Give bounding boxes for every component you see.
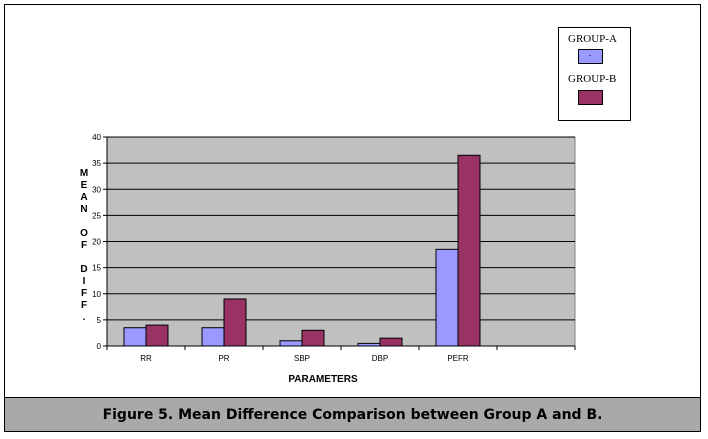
bar-group-a-pr bbox=[201, 327, 225, 347]
y-tick-label: 30 bbox=[92, 185, 101, 194]
bar-group-b-pr bbox=[223, 298, 247, 347]
x-tick-label: SBP bbox=[294, 354, 310, 363]
y-tick-label: 25 bbox=[92, 211, 101, 220]
y-tick-label: 20 bbox=[92, 238, 101, 247]
x-tick-label: RR bbox=[140, 354, 152, 363]
bar-group-a-dbp bbox=[357, 342, 381, 347]
figure-caption: Figure 5. Mean Difference Comparison bet… bbox=[102, 406, 603, 423]
x-tick-label: PR bbox=[218, 354, 229, 363]
y-axis-label: M E A N O F D I F F . bbox=[79, 168, 89, 323]
chart-area: 0 5 10 15 20 25 30 35 40 RR PR SBP DBP PEFR PARAMETERS… bbox=[5, 5, 700, 397]
y-tick-label: 40 bbox=[92, 133, 101, 142]
legend-label-group-b: GROUP-B bbox=[568, 73, 617, 85]
legend-label-group-a: GROUP-A bbox=[568, 33, 617, 45]
bar-group-a-rr bbox=[123, 327, 147, 347]
y-tick-label: 15 bbox=[92, 264, 101, 273]
legend: GROUP-A . GROUP-B bbox=[558, 27, 631, 121]
bar-group-a-pefr bbox=[435, 248, 459, 347]
y-tick-label: 35 bbox=[92, 159, 101, 168]
bar-group-b-dbp bbox=[379, 337, 403, 347]
legend-swatch-group-b bbox=[578, 90, 603, 105]
bar-group-a-sbp bbox=[279, 340, 303, 347]
y-tick-label: 0 bbox=[97, 342, 102, 351]
legend-swatch-group-a: . bbox=[578, 48, 603, 64]
bar-group-b-sbp bbox=[301, 329, 325, 347]
x-tick-label: DBP bbox=[372, 354, 388, 363]
x-tick-label: PEFR bbox=[447, 354, 469, 363]
legend-swatch-mark: . bbox=[589, 48, 592, 58]
y-tick-label: 5 bbox=[97, 316, 102, 325]
figure-frame: 0 5 10 15 20 25 30 35 40 RR PR SBP DBP PEFR PARAMETERS… bbox=[4, 4, 701, 432]
x-axis-label: PARAMETERS bbox=[288, 374, 358, 385]
bar-group-b-rr bbox=[145, 324, 169, 347]
caption-bar: Figure 5. Mean Difference Comparison bet… bbox=[5, 397, 700, 431]
bar-chart: 0 5 10 15 20 25 30 35 40 RR PR SBP DBP PEFR PARAMETERS bbox=[92, 133, 576, 385]
y-tick-label: 10 bbox=[92, 290, 101, 299]
bar-group-b-pefr bbox=[457, 154, 481, 347]
